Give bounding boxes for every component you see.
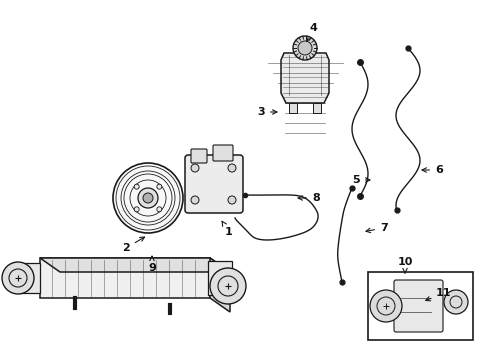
Bar [288, 103, 296, 113]
Text: 3: 3 [257, 107, 276, 117]
FancyBboxPatch shape [393, 280, 442, 332]
Circle shape [227, 196, 236, 204]
Text: 8: 8 [297, 193, 319, 203]
Text: 10: 10 [397, 257, 412, 273]
Polygon shape [40, 258, 229, 272]
Circle shape [297, 41, 311, 55]
Text: 1: 1 [222, 221, 232, 237]
Bar [20, 263, 40, 293]
Circle shape [142, 193, 153, 203]
Text: 11: 11 [425, 288, 450, 301]
Circle shape [157, 207, 162, 212]
Circle shape [292, 36, 316, 60]
Polygon shape [209, 258, 229, 312]
Text: 4: 4 [306, 23, 316, 41]
Text: 7: 7 [365, 223, 387, 233]
Circle shape [369, 290, 401, 322]
Circle shape [443, 290, 467, 314]
Bar [367, 272, 472, 340]
Circle shape [227, 164, 236, 172]
Polygon shape [40, 258, 209, 298]
FancyBboxPatch shape [191, 149, 206, 163]
Bar [207, 261, 231, 295]
Circle shape [138, 188, 158, 208]
Circle shape [2, 262, 34, 294]
Circle shape [113, 163, 183, 233]
Circle shape [157, 184, 162, 189]
Text: 2: 2 [122, 237, 144, 253]
Text: 5: 5 [352, 175, 369, 185]
Circle shape [134, 184, 139, 189]
FancyBboxPatch shape [184, 155, 243, 213]
Polygon shape [281, 53, 328, 103]
Circle shape [191, 164, 199, 172]
Text: 9: 9 [148, 256, 156, 273]
Circle shape [209, 268, 245, 304]
FancyBboxPatch shape [213, 145, 232, 161]
Bar [312, 103, 320, 113]
Text: 6: 6 [421, 165, 442, 175]
Circle shape [191, 196, 199, 204]
Circle shape [134, 207, 139, 212]
